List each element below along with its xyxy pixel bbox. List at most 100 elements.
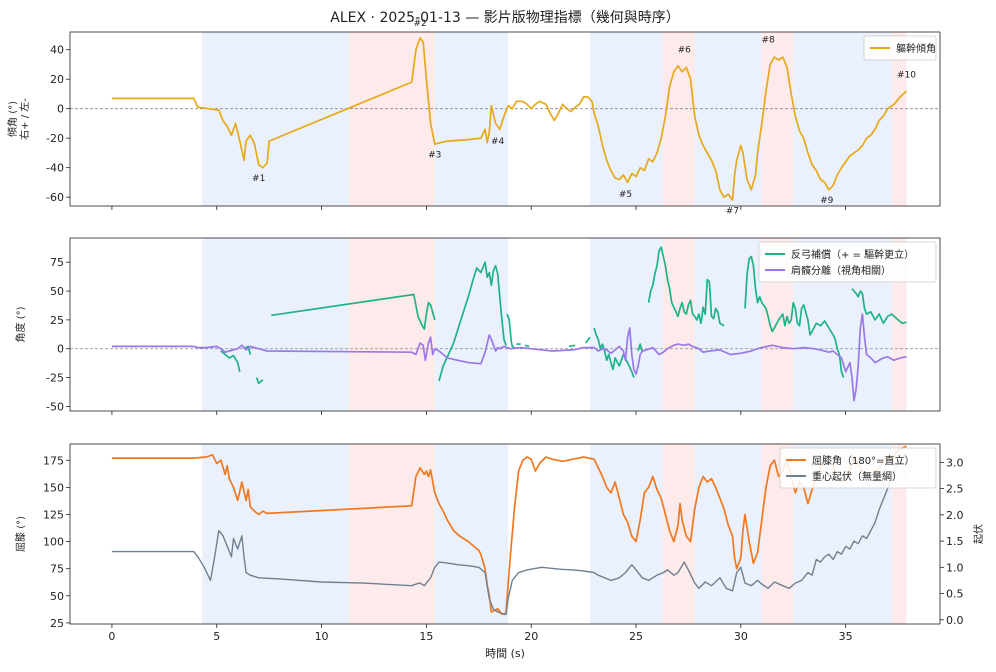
y-right-tick-label: 0.0 [946, 614, 964, 627]
x-tick-label: 5 [213, 630, 220, 643]
plot-area [111, 445, 907, 616]
y-right-tick-label: 0.5 [946, 588, 964, 601]
y-tick-label: 25 [50, 314, 64, 327]
series-line-comp [438, 261, 507, 382]
shaded-band [663, 238, 695, 411]
y-tick-label: -60 [46, 191, 64, 204]
series-comp [220, 246, 907, 385]
x-tick-label: 25 [629, 630, 643, 643]
x-tick-label: 30 [734, 630, 748, 643]
shaded-band [348, 444, 435, 624]
series-sep [111, 313, 907, 402]
series-line-knee [111, 445, 907, 616]
x-tick-label: 10 [315, 630, 329, 643]
shaded-band [348, 32, 435, 206]
y-tick-label: 50 [50, 285, 64, 298]
event-label: #3 [428, 150, 441, 160]
event-label: #2 [413, 19, 426, 29]
y-tick-label: 100 [43, 536, 64, 549]
y-right-tick-label: 1.0 [946, 561, 964, 574]
plot-area [111, 37, 908, 201]
series-line-comp [851, 288, 907, 325]
series-line-comp [585, 336, 591, 344]
axes-frame [69, 237, 941, 412]
y-tick-label: -40 [46, 162, 64, 175]
legend-entry: 軀幹傾角 [896, 42, 936, 55]
shaded-band [663, 32, 695, 206]
shaded-band [694, 32, 762, 206]
series-line-comp [568, 344, 576, 348]
axes-frame [69, 31, 941, 207]
y-tick-label: -50 [46, 400, 64, 413]
series-tilt [111, 37, 908, 201]
shaded-band [589, 444, 664, 624]
shaded-band [694, 444, 762, 624]
series-line-comp [524, 344, 530, 348]
legend: 軀幹傾角 [863, 35, 937, 61]
legend: 反弓補償（+ = 驅幹更立） 肩髖分離（視角相關） [758, 241, 937, 283]
y-right-tick-label: 2.5 [946, 483, 964, 496]
series-line-tilt [111, 37, 908, 201]
shaded-band [434, 32, 492, 206]
shaded-band [694, 238, 762, 411]
x-tick-label: 20 [524, 630, 538, 643]
y-tick-label: 50 [50, 590, 64, 603]
y-tick-label: 20 [50, 73, 64, 86]
event-label: #7 [726, 206, 739, 216]
y-right-tick-label: 3.0 [946, 456, 964, 469]
y-tick-label: 40 [50, 44, 64, 57]
shaded-band [793, 32, 892, 206]
event-label: #10 [897, 71, 916, 81]
shaded-band [202, 444, 349, 624]
y-axis-label-sub: 右+ / 左- [18, 98, 31, 140]
series-line-comp [506, 313, 515, 349]
series-line-comp [637, 343, 644, 353]
shaded-band [891, 444, 907, 624]
panel-knee: 25 50 75 100 125 150 175 0.0 0.5 1.0 1.5 2.0 2.5 3.0 0… [14, 443, 985, 643]
x-tick-label: 15 [419, 630, 433, 643]
event-label: #9 [820, 196, 834, 206]
x-tick-label: 0 [108, 630, 115, 643]
shaded-band [491, 238, 509, 411]
legend-entry: 肩髖分離（視角相關） [791, 264, 891, 277]
chart-panels: #1 #2 #3 #4 #5 #6 #7 #8 #9 #10 -60 -40 -20 0 20 40 傾角 (°… [6, 19, 985, 643]
shaded-band [761, 32, 794, 206]
y-tick-label: 150 [43, 481, 64, 494]
y-axis-label: 角度 (°) [14, 306, 27, 342]
legend-entry: 重心起伏（無量綱） [812, 470, 902, 483]
legend: 屈膝角（180°=直立） 重心起伏（無量綱） [779, 447, 937, 489]
shaded-band [663, 444, 695, 624]
shaded-band [348, 238, 435, 411]
y-tick-label: 25 [50, 617, 64, 630]
y-tick-label: -25 [46, 372, 64, 385]
shaded-band [491, 32, 509, 206]
series-line-comp [647, 246, 725, 327]
series-com [111, 453, 907, 616]
event-label: #5 [619, 190, 632, 200]
series-line-comp [220, 350, 241, 372]
y-tick-label: 125 [43, 508, 64, 521]
panel-angles: -50 -25 0 25 50 75 角度 (°) 反弓補償（+ = 驅幹更立） 肩髖分離（視角… [14, 237, 941, 415]
series-knee [111, 445, 907, 616]
figure-title: ALEX · 2025-01-13 — 影片版物理指標（幾何與時序） [330, 10, 679, 26]
legend-box [779, 447, 937, 489]
event-label: #6 [678, 46, 692, 56]
legend-box [758, 241, 937, 283]
legend-entry: 反弓補償（+ = 驅幹更立） [791, 248, 914, 261]
y-tick-label: 75 [50, 563, 64, 576]
y-tick-label: -20 [46, 132, 64, 145]
series-line-com [111, 453, 907, 616]
legend-box [863, 35, 937, 61]
y-tick-label: 0 [57, 343, 64, 356]
y-right-tick-label: 2.0 [946, 509, 964, 522]
y-right-axis-label: 起伏 [972, 524, 985, 544]
series-line-comp [255, 377, 264, 385]
y-tick-label: 0 [57, 103, 64, 116]
y-tick-label: 75 [50, 256, 64, 269]
event-label: #1 [252, 174, 265, 184]
series-line-comp [271, 293, 436, 330]
event-label: #4 [491, 137, 505, 147]
axes-frame [69, 443, 941, 625]
